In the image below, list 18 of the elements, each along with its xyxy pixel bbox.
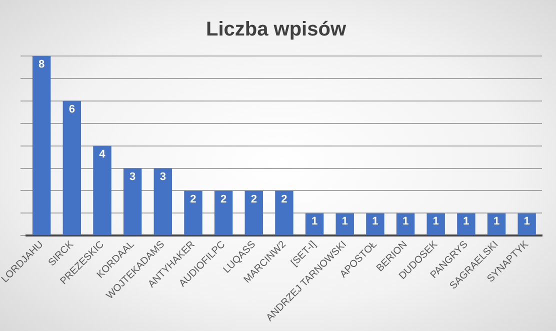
- data-label: 6: [68, 103, 75, 116]
- data-label: 1: [463, 216, 470, 228]
- data-label: 8: [38, 58, 45, 71]
- data-label: 4: [99, 148, 106, 160]
- data-label: 1: [372, 216, 378, 228]
- data-label: 1: [524, 216, 530, 228]
- data-label: 3: [160, 170, 166, 183]
- data-label: 1: [311, 216, 318, 228]
- data-label: 2: [190, 193, 196, 206]
- data-label: 1: [493, 216, 500, 228]
- data-label: 1: [432, 216, 439, 228]
- data-label: 2: [250, 193, 257, 206]
- data-label: 3: [130, 170, 136, 183]
- data-label: 1: [402, 216, 409, 228]
- data-label: 2: [281, 193, 288, 206]
- chart-title: Liczba wpisów: [206, 18, 346, 41]
- data-label: 2: [220, 193, 227, 206]
- data-label: 1: [342, 216, 348, 228]
